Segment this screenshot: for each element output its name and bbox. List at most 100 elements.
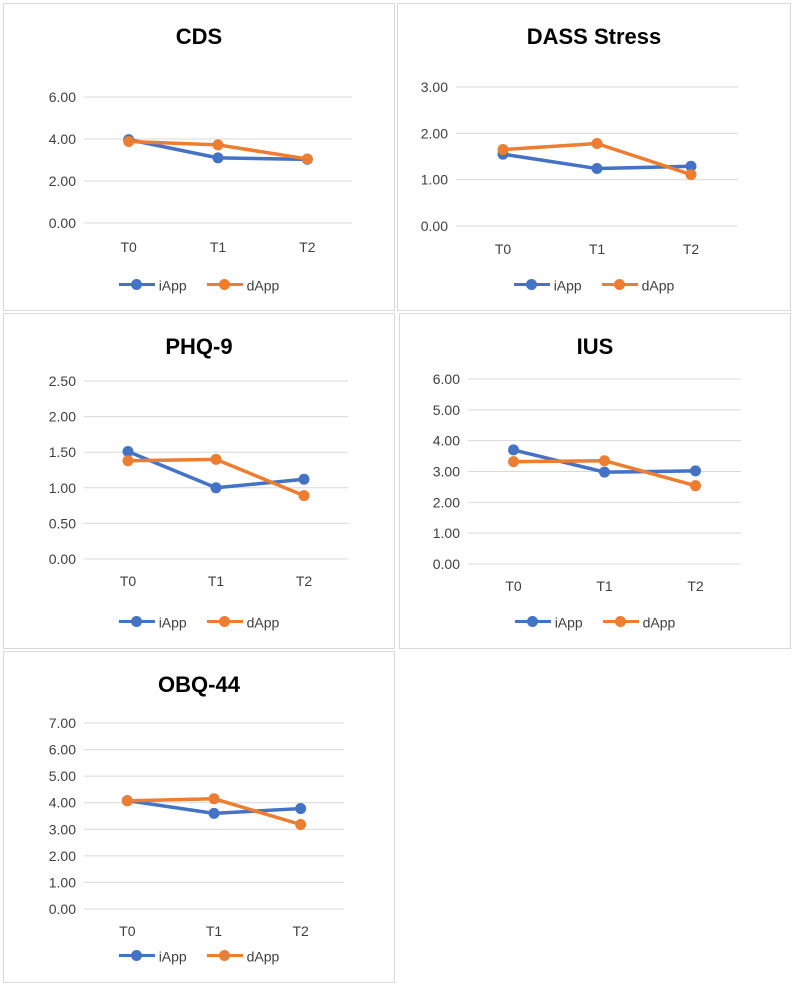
x-tick-label: T1 xyxy=(210,239,227,255)
legend-item-dapp: dApp xyxy=(601,276,675,293)
data-point-dapp xyxy=(497,144,509,156)
y-tick-label: 5.00 xyxy=(49,768,76,784)
y-tick-label: 0.00 xyxy=(433,556,460,572)
data-point-dapp xyxy=(298,490,310,502)
data-point-iapp xyxy=(208,807,220,819)
data-point-dapp xyxy=(210,453,222,465)
legend-swatch-dapp xyxy=(602,615,639,628)
x-tick-label: T2 xyxy=(299,239,316,255)
y-tick-label: 7.00 xyxy=(49,715,76,731)
chart-legend: iApp dApp xyxy=(4,946,394,964)
data-point-dapp xyxy=(295,819,307,831)
data-point-iapp xyxy=(591,163,603,175)
legend-item-dapp: dApp xyxy=(602,613,675,630)
chart-plot: 0.00 0.50 1.00 1.50 2.00 2.50 T0 T1 T2 xyxy=(49,373,348,589)
data-point-iapp xyxy=(122,445,134,457)
legend-label: iApp xyxy=(553,276,582,293)
y-tick-label: 2.00 xyxy=(49,173,76,189)
y-tick-label: 5.00 xyxy=(433,402,460,418)
y-tick-label: 1.00 xyxy=(433,525,460,541)
y-tick-label: 2.00 xyxy=(421,125,448,141)
legend-swatch-dapp xyxy=(206,278,243,291)
legend-label: iApp xyxy=(158,947,187,964)
y-tick-label: 0.00 xyxy=(49,901,76,917)
data-point-dapp xyxy=(121,795,133,807)
y-tick-label: 3.00 xyxy=(433,464,460,480)
x-tick-label: T1 xyxy=(589,241,606,257)
data-point-dapp xyxy=(208,793,220,805)
x-tick-label: T0 xyxy=(505,578,522,594)
chart-title: OBQ-44 xyxy=(158,672,240,697)
legend-swatch-iapp xyxy=(514,615,551,628)
x-tick-label: T2 xyxy=(296,573,313,589)
data-point-dapp xyxy=(301,153,313,165)
y-tick-label: 6.00 xyxy=(49,89,76,105)
data-point-dapp xyxy=(599,455,610,467)
chart-title: IUS xyxy=(576,334,614,359)
chart-plot: 0.00 1.00 2.00 3.00 4.00 5.00 6.00 7.00 T0 T1 T2 xyxy=(49,715,344,939)
x-tick-label: T2 xyxy=(292,923,309,939)
x-tick-label: T0 xyxy=(120,239,137,255)
y-tick-label: 0.00 xyxy=(49,215,76,231)
y-tick-label: 2.50 xyxy=(49,373,76,389)
chart-plot: 0.00 1.00 2.00 3.00 4.00 5.00 6.00 T0 T1 T2 xyxy=(433,371,741,594)
y-tick-label: 4.00 xyxy=(49,131,76,147)
y-tick-label: 4.00 xyxy=(433,433,460,449)
chart-title: PHQ-9 xyxy=(165,334,233,359)
legend-label: dApp xyxy=(246,276,280,293)
x-tick-label: T0 xyxy=(119,923,136,939)
chart-panel-obq-44: 0.00 1.00 2.00 3.00 4.00 5.00 6.00 7.00 T0 T1 T2 O… xyxy=(3,651,395,983)
chart-title: CDS xyxy=(175,24,223,49)
y-tick-label: 2.00 xyxy=(49,848,76,864)
legend-swatch-dapp xyxy=(206,615,243,628)
legend-swatch-iapp xyxy=(118,278,155,291)
y-tick-label: 2.00 xyxy=(433,494,460,510)
chart-panel-phq-9: 0.00 0.50 1.00 1.50 2.00 2.50 T0 T1 T2 PHQ-9 iAp… xyxy=(3,313,395,649)
y-tick-label: 0.00 xyxy=(421,218,448,234)
chart-plot: 0.00 2.00 4.00 6.00 T0 T1 T2 xyxy=(49,89,352,255)
legend-label: dApp xyxy=(641,276,675,293)
legend-swatch-iapp xyxy=(513,278,550,291)
chart-panel-ius: 0.00 1.00 2.00 3.00 4.00 5.00 6.00 T0 T1 T2 IUS i… xyxy=(399,313,791,649)
data-point-dapp xyxy=(508,456,519,468)
x-tick-label: T2 xyxy=(683,241,700,257)
chart-title: DASS Stress xyxy=(526,24,662,49)
data-point-dapp xyxy=(591,138,603,150)
legend-item-iapp: iApp xyxy=(513,276,582,293)
data-point-dapp xyxy=(122,455,134,467)
legend-item-dapp: dApp xyxy=(206,947,279,964)
legend-item-iapp: iApp xyxy=(118,276,187,293)
chart-legend: iApp dApp xyxy=(4,275,394,293)
chart-plot: 0.00 1.00 2.00 3.00 T0 T1 T2 xyxy=(421,79,738,257)
legend-label: iApp xyxy=(158,613,187,630)
data-point-dapp xyxy=(212,139,224,151)
legend-item-iapp: iApp xyxy=(118,613,187,630)
data-point-iapp xyxy=(690,465,701,477)
legend-swatch-iapp xyxy=(118,949,155,962)
y-tick-label: 1.50 xyxy=(49,444,76,460)
x-tick-label: T1 xyxy=(206,923,223,939)
data-point-dapp xyxy=(690,480,701,492)
legend-item-iapp: iApp xyxy=(514,613,583,630)
y-tick-label: 0.50 xyxy=(49,515,76,531)
x-tick-label: T1 xyxy=(596,578,613,594)
chart-panel-cds: 0.00 2.00 4.00 6.00 T0 T1 T2 CDS iApp dApp xyxy=(3,3,395,311)
legend-label: iApp xyxy=(554,613,583,630)
y-tick-label: 6.00 xyxy=(433,371,460,387)
data-point-iapp xyxy=(685,160,697,172)
y-tick-label: 3.00 xyxy=(49,821,76,837)
chart-panel-dass-stress: 0.00 1.00 2.00 3.00 T0 T1 T2 DASS Stress iApp … xyxy=(397,3,791,311)
data-point-dapp xyxy=(123,136,135,148)
x-tick-label: T0 xyxy=(495,241,512,257)
y-tick-label: 1.00 xyxy=(49,480,76,496)
legend-item-dapp: dApp xyxy=(206,613,280,630)
data-point-iapp xyxy=(298,473,310,485)
y-tick-label: 0.00 xyxy=(49,551,76,567)
data-point-iapp xyxy=(212,152,224,164)
data-point-iapp xyxy=(508,444,519,456)
legend-swatch-iapp xyxy=(118,615,155,628)
legend-label: dApp xyxy=(246,613,280,630)
x-tick-label: T2 xyxy=(687,578,704,594)
y-tick-label: 1.00 xyxy=(421,172,448,188)
x-tick-label: T0 xyxy=(120,573,137,589)
